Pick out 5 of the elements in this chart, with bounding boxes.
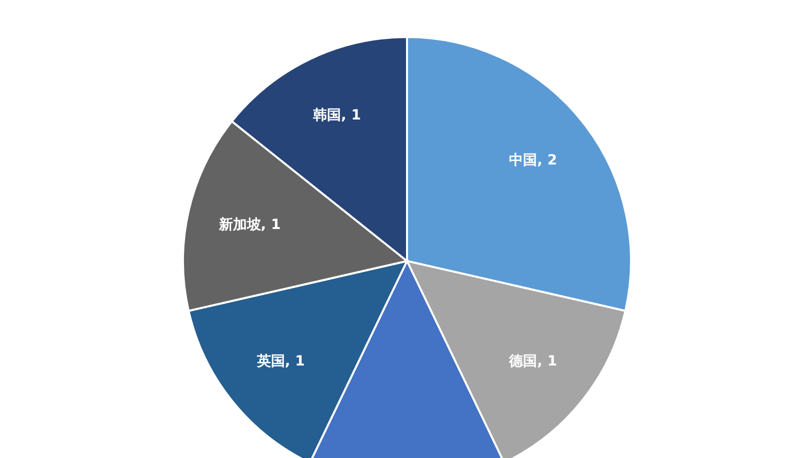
slice-label: 中国, 2 [509, 152, 558, 168]
slice-label: 韩国, 1 [312, 108, 361, 124]
slice-label: 新加坡, 1 [218, 216, 281, 234]
slice-label: 英国, 1 [256, 354, 305, 370]
slice-label: 德国, 1 [508, 354, 558, 370]
